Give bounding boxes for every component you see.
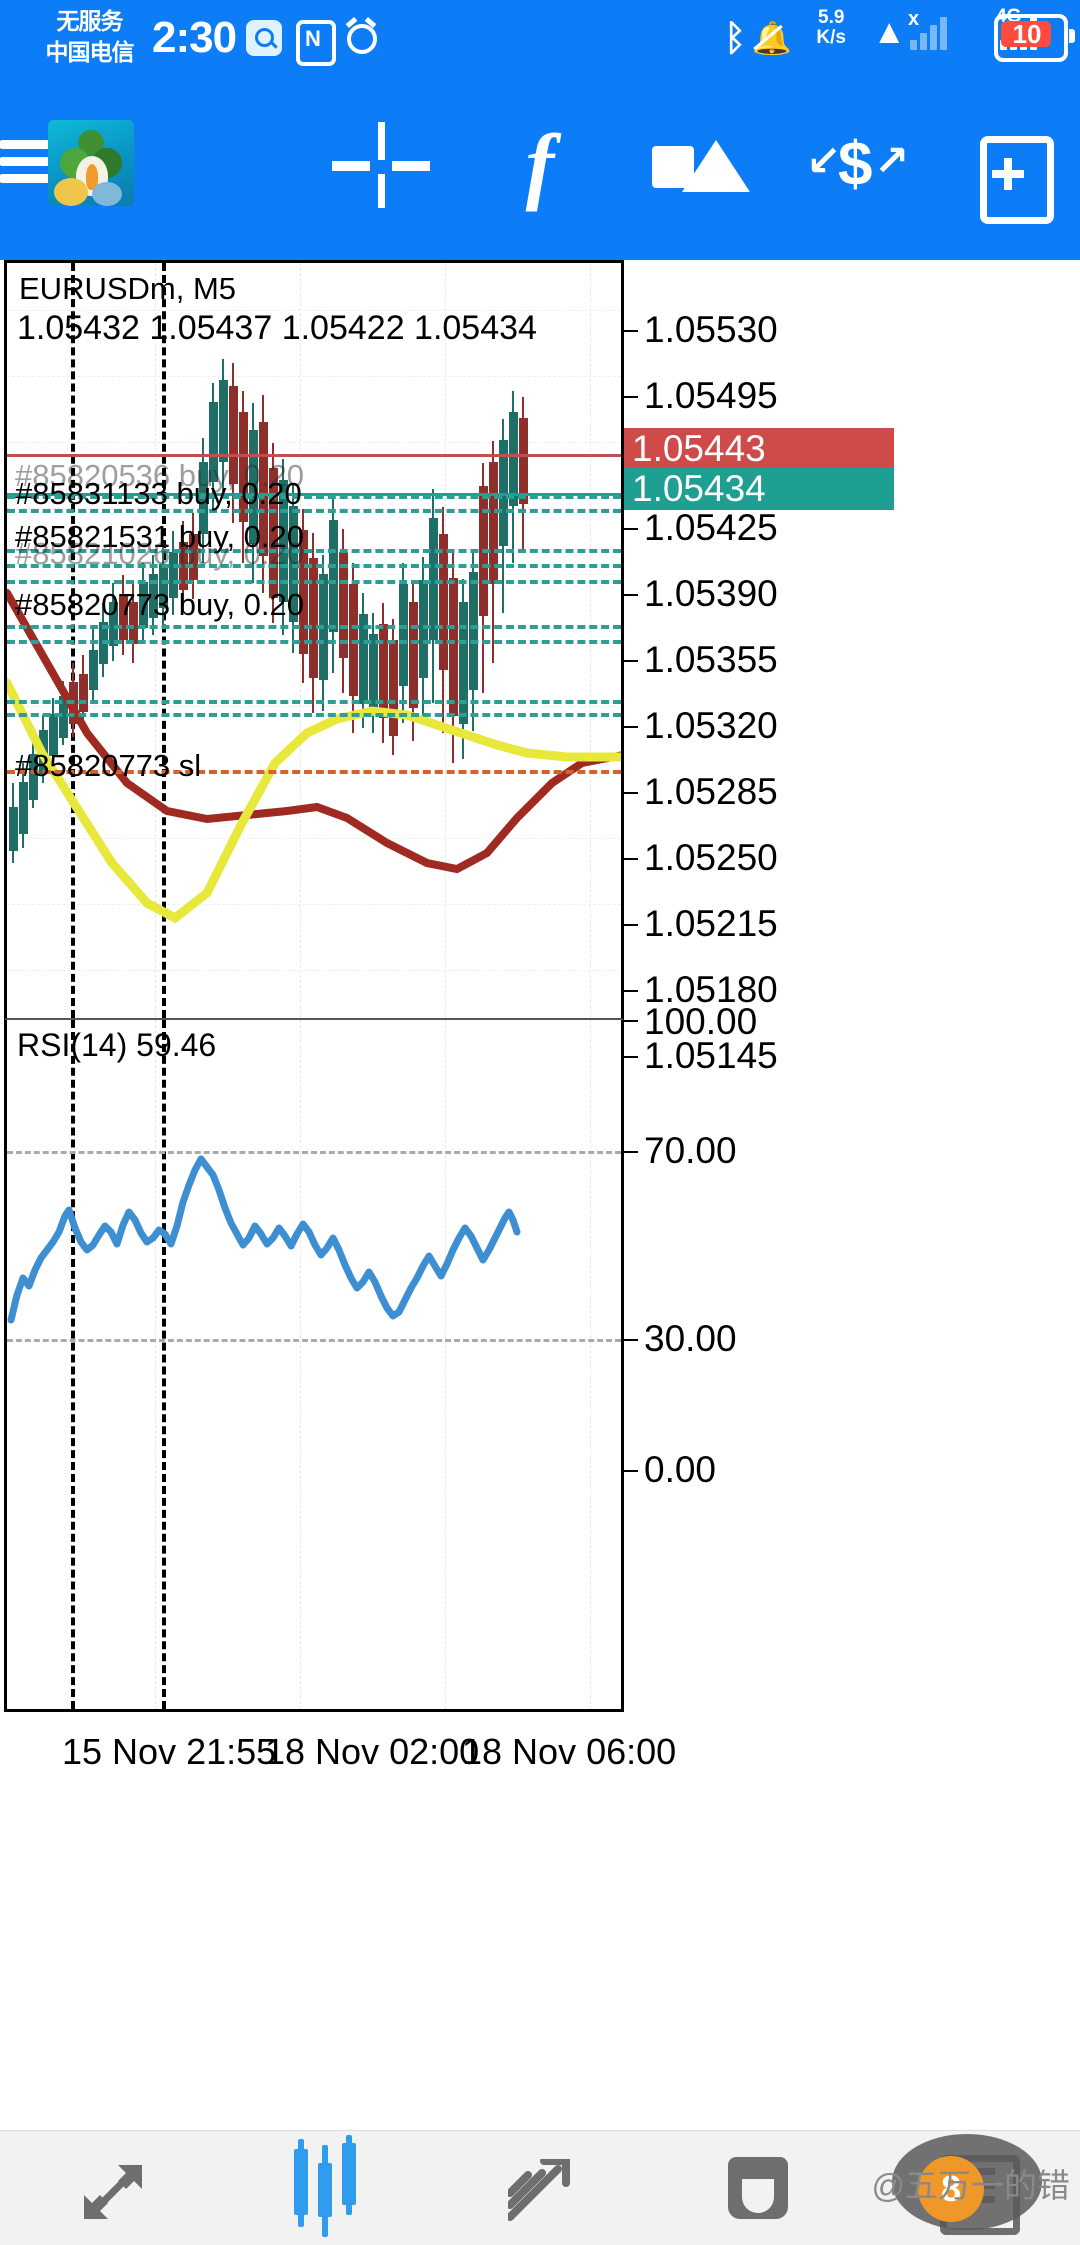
trade-right-arrow-icon: ↗: [874, 137, 910, 184]
bid-price-line: [7, 493, 621, 496]
watermark-badge: 8: [918, 2156, 984, 2222]
alarm-icon: [344, 17, 378, 56]
crosshair-tool-button[interactable]: [320, 116, 440, 212]
chart-area[interactable]: #85820536 buy, 0.20 #85831133 buy, 0.20 …: [0, 260, 1080, 2130]
search-icon: [246, 20, 282, 56]
rsi-pane[interactable]: RSI(14) 59.46: [4, 1020, 624, 1712]
price-tick-5: 1.05355: [644, 639, 778, 680]
sl-line-1: [7, 770, 621, 774]
battery-icon: 10: [994, 14, 1075, 62]
rsi-tick-0: 100.00: [644, 1001, 758, 1042]
bluetooth-icon: ᛒ: [724, 17, 746, 58]
watermark-text: @五万一的错: [871, 2167, 1071, 2204]
nfc-icon: N: [296, 20, 336, 66]
signal-icon-1: x: [908, 8, 954, 54]
order-label-3[interactable]: #85821026 buy, 0.20: [15, 536, 305, 571]
rsi-cursor-line-1: [71, 1020, 75, 1709]
price-tick-0: 1.05530: [644, 309, 778, 350]
time-tick-2: 18 Nov 06:00: [462, 1731, 677, 1772]
order-label-5[interactable]: #85820773 sl: [15, 748, 202, 783]
price-axis[interactable]: 1.05530 1.05495 1.05460 1.05425 1.05390 …: [624, 260, 1080, 1712]
new-chart-button[interactable]: [950, 116, 1070, 224]
indicators-tool-button[interactable]: f: [525, 116, 555, 212]
time-tick-0: 15 Nov 21:55: [62, 1731, 277, 1772]
inbox-icon: [728, 2157, 788, 2219]
price-tick-7: 1.05285: [644, 771, 778, 812]
no-sim-x-glyph: x: [908, 8, 920, 30]
two-arrows-icon: [78, 2157, 142, 2219]
order-label-1[interactable]: #85831133 buy, 0.20: [15, 476, 302, 511]
price-chart-pane[interactable]: #85820536 buy, 0.20 #85831133 buy, 0.20 …: [4, 260, 624, 1020]
order-line-6: [7, 700, 621, 704]
price-tick-6: 1.05320: [644, 705, 778, 746]
carrier-line-2: 中国电信: [45, 39, 135, 65]
order-line-3: [7, 580, 621, 584]
dollar-icon: $: [838, 130, 873, 199]
order-label-0[interactable]: #85820536 buy, 0.20: [15, 458, 305, 493]
app-toolbar: f ↙ $ ↗: [0, 78, 1080, 260]
wifi-icon: ▲: [872, 13, 906, 51]
time-tick-1: 18 Nov 02:00: [265, 1731, 480, 1772]
rsi-level-30: [7, 1339, 621, 1342]
order-line-7: [7, 713, 621, 717]
rsi-title: RSI(14) 59.46: [17, 1027, 217, 1063]
bottom-navigation: [0, 2130, 1080, 2245]
nfc-glyph: N: [305, 26, 321, 51]
trade-tool-button[interactable]: ↙ $ ↗: [800, 116, 920, 212]
price-tick-9: 1.05215: [644, 903, 778, 944]
price-tick-3: 1.05425: [644, 507, 778, 548]
bid-price-badge: 1.05434: [624, 468, 894, 510]
price-tick-1: 1.05495: [644, 375, 778, 416]
rsi-tick-2: 30.00: [644, 1318, 737, 1359]
sidebar-item-quotes[interactable]: [0, 2131, 216, 2245]
order-line-2: [7, 564, 621, 568]
ma-slow-line: [7, 589, 621, 874]
trade-left-arrow-icon: ↙: [806, 137, 842, 184]
rsi-cursor-line-2: [162, 1020, 166, 1709]
rsi-tick-3: 0.00: [644, 1449, 717, 1490]
status-bar: 无服务 中国电信 2:30 N ᛒ 🔔 5.9 K/s ▲ x 4G: [0, 0, 1080, 78]
carrier-line-1: 无服务: [56, 8, 124, 34]
chart-title: EURUSDm, M5: [19, 271, 237, 306]
bell-muted-icon: 🔔: [752, 16, 792, 60]
sidebar-item-trade[interactable]: [432, 2131, 648, 2245]
chart-ohlc: 1.05432 1.05437 1.05422 1.05434: [17, 309, 537, 347]
time-axis: 15 Nov 21:55 18 Nov 02:00 18 Nov 06:00: [0, 1712, 1080, 1798]
tp-line-2: [7, 509, 621, 513]
trend-arrow-icon: [506, 2157, 578, 2230]
status-clock: 2:30: [152, 13, 237, 62]
ask-price-line: [7, 454, 621, 457]
order-line-5: [7, 640, 621, 644]
watermark-badge-label: 8: [940, 2168, 962, 2209]
price-tick-10: 1.05180: [644, 969, 778, 1010]
ask-price-badge: 1.05443: [624, 428, 894, 470]
carrier-label: 无服务 中国电信: [32, 6, 147, 68]
objects-tool-button[interactable]: [640, 116, 760, 212]
network-speed-unit: K/s: [816, 27, 846, 48]
tp-line-1: [7, 495, 621, 499]
network-speed-value: 5.9: [818, 7, 845, 28]
price-tick-4: 1.05390: [644, 573, 778, 614]
ma-fast-line: [7, 678, 621, 924]
battery-percent-label: 10: [1012, 19, 1042, 49]
order-label-2[interactable]: #85821531 buy, 0.20: [15, 519, 305, 554]
network-speed-label: 5.9 K/s: [816, 8, 846, 48]
order-line-1: [7, 549, 621, 553]
app-logo: [48, 120, 134, 206]
order-label-4[interactable]: #85820773 buy, 0.20: [15, 587, 305, 622]
rsi-series: [7, 1155, 521, 1324]
price-tick-8: 1.05250: [644, 837, 778, 878]
order-line-4: [7, 625, 621, 629]
sidebar-item-history[interactable]: [648, 2131, 864, 2245]
sidebar-item-charts[interactable]: [216, 2131, 432, 2245]
rsi-level-70: [7, 1151, 621, 1154]
price-tick-11: 1.05145: [644, 1035, 778, 1076]
menu-icon[interactable]: [0, 140, 56, 184]
rsi-tick-1: 70.00: [644, 1130, 737, 1171]
